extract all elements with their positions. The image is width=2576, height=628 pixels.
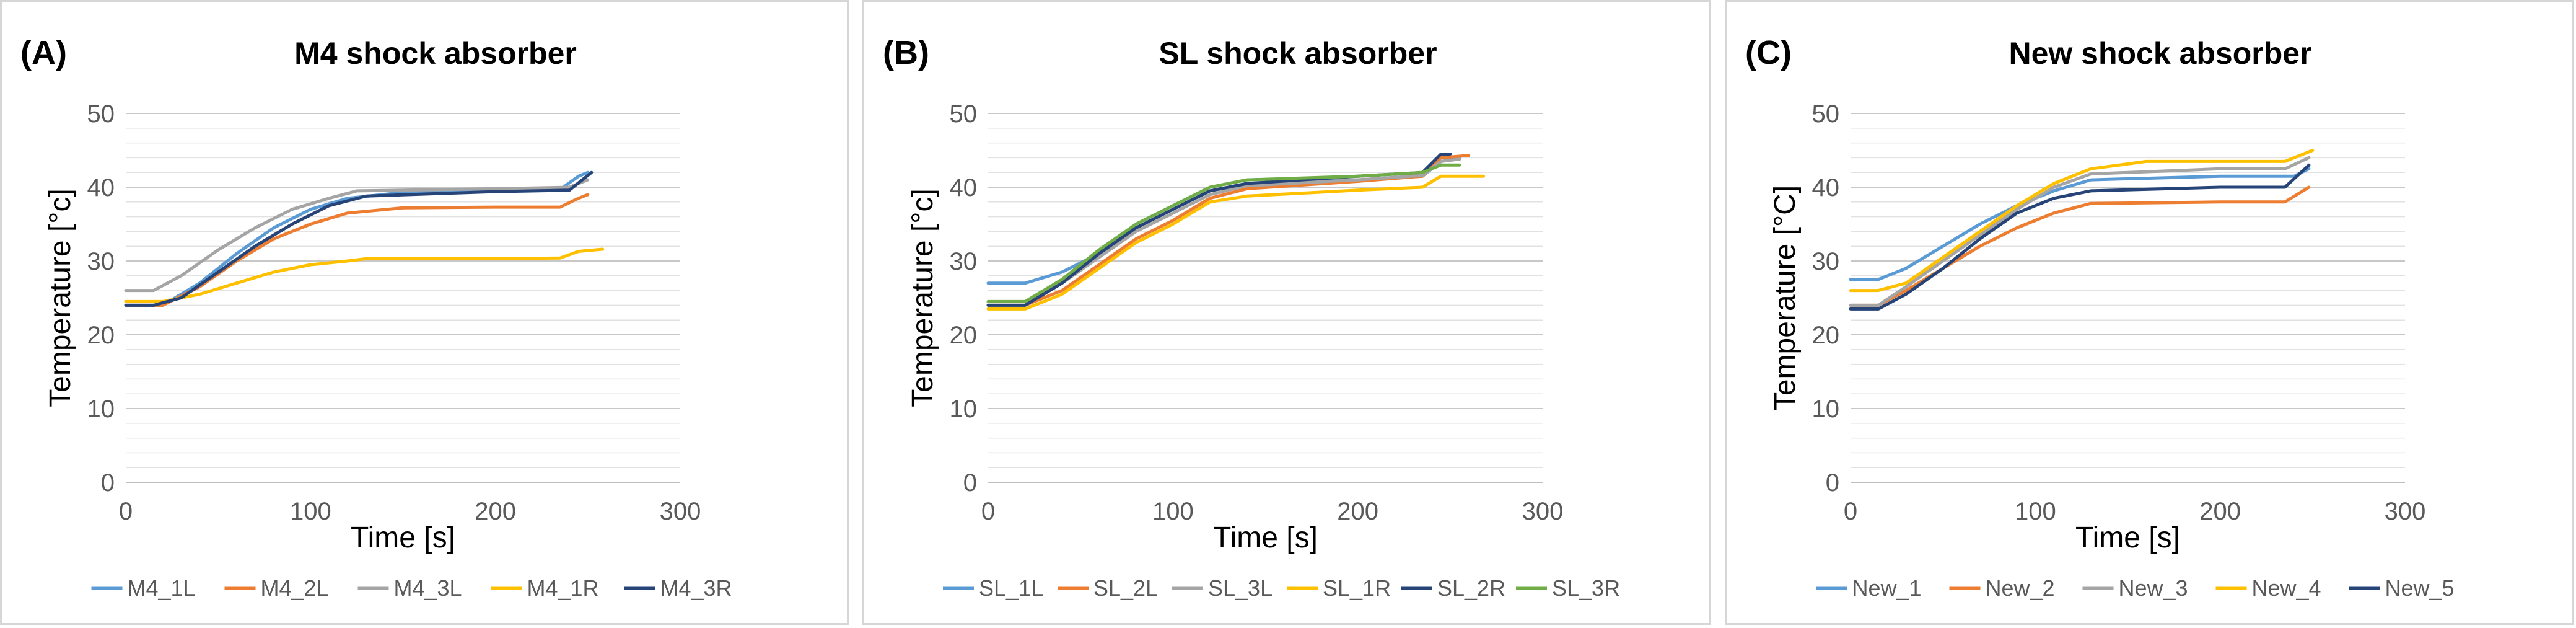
- x-tick-label: 200: [475, 498, 516, 525]
- legend-item: M4_3R: [624, 575, 732, 601]
- y-axis-title: Temperature [°c]: [906, 188, 939, 407]
- legend-item: SL_3L: [1172, 575, 1273, 601]
- legend-label: M4_1L: [128, 575, 196, 601]
- series-line-sl-1r: [986, 174, 1485, 311]
- x-axis-title: Time [s]: [2075, 521, 2180, 554]
- series-line-new-1: [1849, 167, 2311, 281]
- legend-label: SL_3L: [1208, 575, 1273, 601]
- panel-label: (A): [20, 34, 67, 71]
- chart-panel-b: (B) SL shock absorber 0 10 20 30 40 50 0 100 200 30…: [862, 0, 1711, 625]
- chart-title: New shock absorber: [2009, 36, 2311, 71]
- legend-item: New_3: [2082, 575, 2188, 601]
- y-tick-label: 0: [1826, 469, 1839, 497]
- y-axis-title: Temperature [°c]: [44, 188, 77, 407]
- x-tick-label: 300: [660, 498, 701, 525]
- legend-label: M4_2L: [261, 575, 329, 601]
- y-tick-label: 30: [87, 248, 115, 275]
- y-tick-label: 20: [1812, 322, 1840, 349]
- y-tick-label: 40: [950, 174, 978, 201]
- legend-label: M4_3R: [660, 575, 732, 601]
- legend-item: New_2: [1949, 575, 2055, 601]
- x-tick-label: 100: [1152, 498, 1194, 525]
- legend-item: M4_1R: [491, 575, 599, 601]
- x-axis-title: Time [s]: [351, 521, 455, 554]
- x-tick-label: 200: [2199, 498, 2241, 525]
- y-tick-label: 50: [950, 100, 978, 128]
- x-tick-label: 100: [290, 498, 331, 525]
- legend-label: M4_1R: [527, 575, 599, 601]
- legend-item: New_5: [2349, 575, 2455, 601]
- y-axis-title: Temperature [°C]: [1769, 185, 1802, 410]
- legend-item: SL_1R: [1287, 575, 1391, 601]
- legend-item: New_1: [1816, 575, 1922, 601]
- series-line-m4-3r: [124, 170, 594, 307]
- line-chart: (B) SL shock absorber 0 10 20 30 40 50 0 100 200 30…: [883, 34, 1620, 601]
- series-line-sl-3r: [986, 163, 1461, 303]
- y-tick-label: 20: [87, 322, 115, 349]
- series-line-new-5: [1849, 163, 2311, 311]
- x-tick-label: 0: [119, 498, 133, 525]
- line-chart: (C) New shock absorber 0 10 20 30 40 50 0 100 200 3…: [1745, 34, 2455, 601]
- legend-label: New_3: [2119, 575, 2188, 601]
- legend-label: SL_2R: [1437, 575, 1505, 601]
- legend-item: M4_1L: [91, 575, 196, 601]
- panel-label: (B): [883, 34, 929, 71]
- line-chart: (A) M4 shock absorber 0 10 20 30 40 50 0 100 200 30…: [20, 34, 732, 601]
- series-line-new-3: [1849, 156, 2311, 307]
- chart-title: SL shock absorber: [1159, 36, 1437, 71]
- y-tick-label: 10: [950, 396, 978, 423]
- y-tick-label: 40: [87, 174, 115, 201]
- legend-item: New_4: [2215, 575, 2321, 601]
- legend-label: New_4: [2252, 575, 2321, 601]
- legend-label: M4_3L: [394, 575, 462, 601]
- legend-label: New_1: [1852, 575, 1922, 601]
- series-line-m4-3l: [124, 178, 590, 293]
- legend-item: M4_2L: [224, 575, 329, 601]
- y-tick-label: 20: [950, 322, 978, 349]
- series-line-new-2: [1849, 185, 2311, 307]
- legend-label: SL_1L: [979, 575, 1043, 601]
- legend-item: SL_3R: [1516, 575, 1620, 601]
- x-tick-label: 100: [2015, 498, 2056, 525]
- y-tick-label: 30: [1812, 248, 1840, 275]
- series-line-sl-2r: [986, 153, 1452, 307]
- series-line-m4-1r: [124, 247, 605, 303]
- legend-item: M4_3L: [357, 575, 462, 601]
- legend-label: SL_3R: [1552, 575, 1620, 601]
- chart-title: M4 shock absorber: [294, 36, 577, 71]
- legend-item: SL_1L: [943, 575, 1043, 601]
- legend-item: SL_2L: [1058, 575, 1158, 601]
- y-tick-label: 50: [87, 100, 115, 128]
- series-line-new-4: [1849, 149, 2315, 293]
- chart-panel-c: (C) New shock absorber 0 10 20 30 40 50 0 100 200 3…: [1725, 0, 2574, 625]
- chart-panel-a: (A) M4 shock absorber 0 10 20 30 40 50 0 100 200 30…: [0, 0, 849, 625]
- panel-label: (C): [1745, 34, 1792, 71]
- legend-label: SL_2L: [1093, 575, 1158, 601]
- x-axis-title: Time [s]: [1213, 521, 1318, 554]
- x-tick-label: 200: [1337, 498, 1378, 525]
- y-tick-label: 0: [101, 469, 115, 497]
- x-tick-label: 300: [1522, 498, 1564, 525]
- x-tick-label: 0: [1844, 498, 1857, 525]
- legend-item: SL_2R: [1401, 575, 1505, 601]
- legend-label: New_5: [2385, 575, 2455, 601]
- y-tick-label: 10: [1812, 396, 1840, 423]
- y-tick-label: 40: [1812, 174, 1840, 201]
- x-tick-label: 300: [2385, 498, 2426, 525]
- y-tick-label: 0: [963, 469, 977, 497]
- legend-label: New_2: [1986, 575, 2055, 601]
- x-tick-label: 0: [981, 498, 995, 525]
- legend-label: SL_1R: [1323, 575, 1391, 601]
- y-tick-label: 30: [950, 248, 978, 275]
- y-tick-label: 10: [87, 396, 115, 423]
- y-tick-label: 50: [1812, 100, 1840, 128]
